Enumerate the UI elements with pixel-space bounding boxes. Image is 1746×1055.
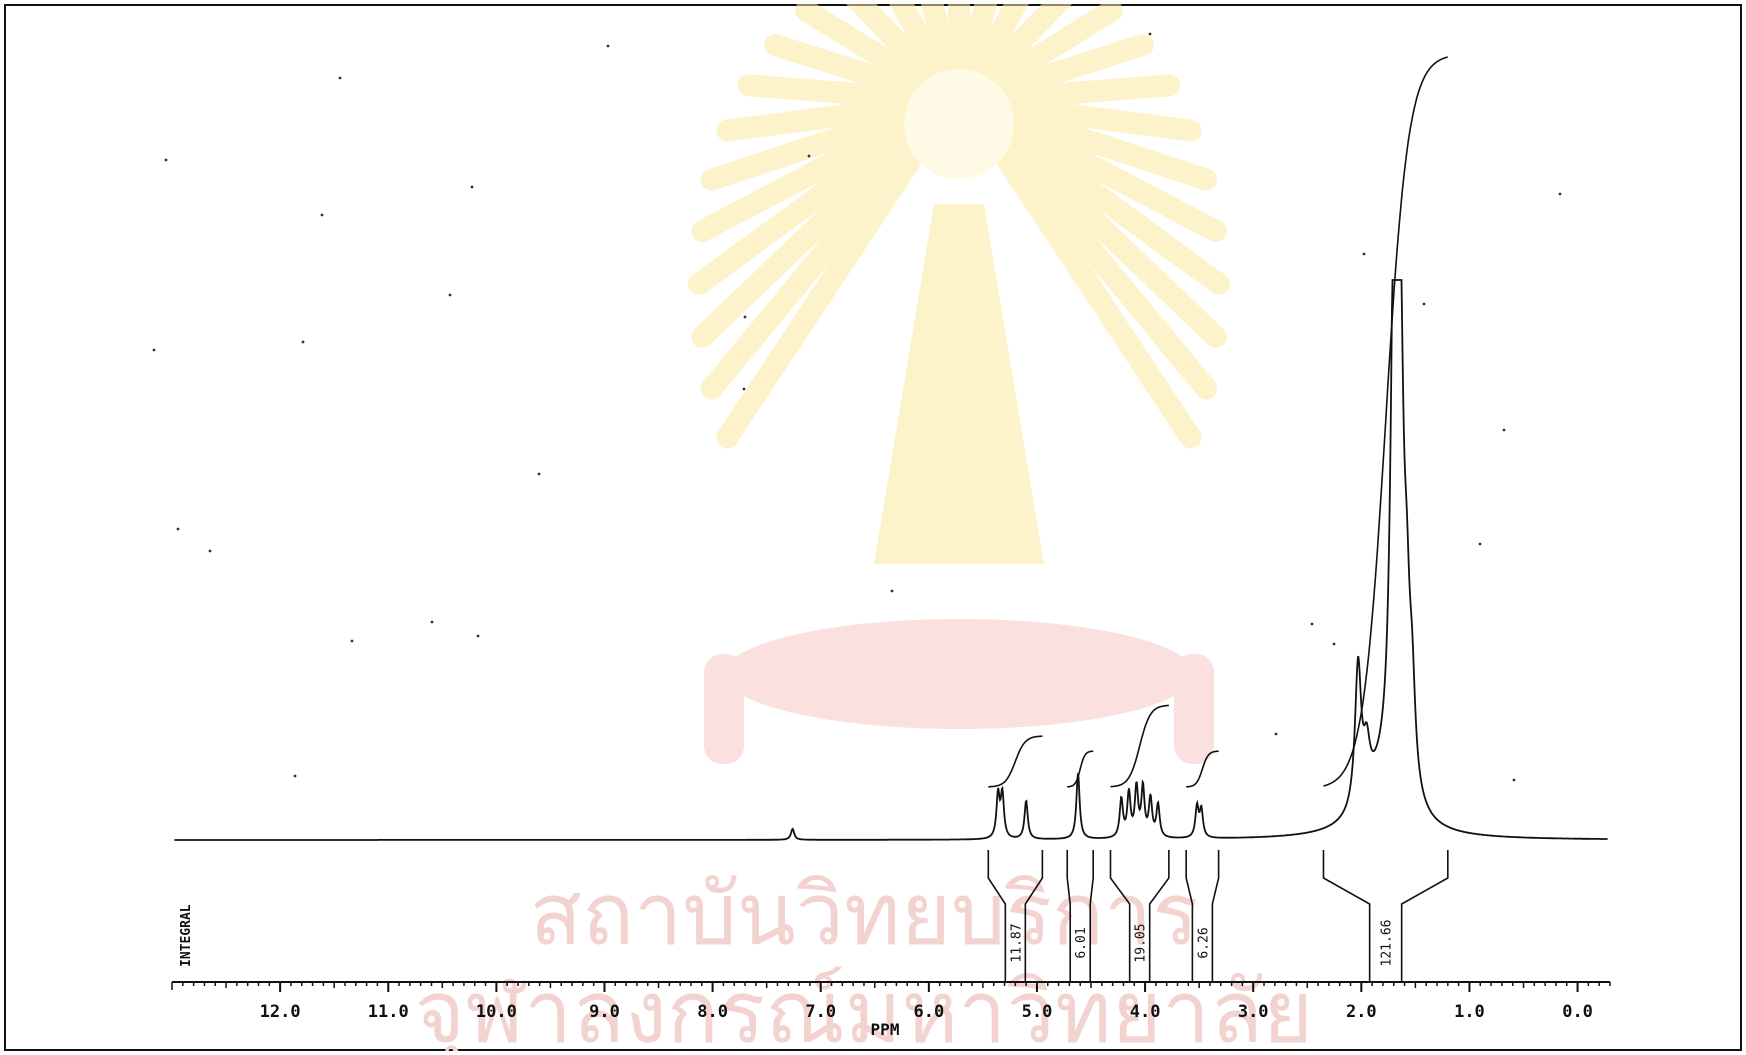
integral-bracket bbox=[1109, 850, 1170, 982]
print-speck bbox=[1502, 428, 1506, 432]
integral-bracket bbox=[1322, 850, 1449, 982]
x-tick-label: 11.0 bbox=[368, 1002, 409, 1022]
integral-value-label: 6.01 bbox=[1074, 927, 1089, 958]
x-tick-label: 8.0 bbox=[697, 1002, 728, 1022]
integral-value-label: 11.87 bbox=[1009, 923, 1024, 962]
print-speck bbox=[1362, 252, 1366, 256]
print-speck bbox=[176, 527, 180, 531]
x-tick-label: 5.0 bbox=[1022, 1002, 1053, 1022]
x-tick-label: 9.0 bbox=[589, 1002, 620, 1022]
x-tick-label: 12.0 bbox=[260, 1002, 301, 1022]
print-speck bbox=[743, 315, 747, 319]
integral-curve bbox=[1067, 750, 1094, 788]
spectrum-frame: สถาบันวิทยบริการ จุฬาลงกรณ์มหาวิทยาลัย 1… bbox=[4, 0, 1742, 1055]
integral-curve bbox=[1110, 704, 1169, 788]
print-speck bbox=[208, 549, 212, 553]
watermark-text-line1: สถาบันวิทยบริการ bbox=[530, 865, 1199, 965]
x-tick-label: 2.0 bbox=[1346, 1002, 1377, 1022]
integral-curve bbox=[1323, 56, 1449, 787]
print-speck bbox=[1558, 192, 1562, 196]
print-speck bbox=[807, 154, 811, 158]
plot-area: 12.0 11.0 10.0 9.0 8.0 7.0 6.0 5.0 4.0 3.0 2.0 1.0 0… bbox=[152, 32, 1611, 1022]
print-speck bbox=[1478, 542, 1482, 546]
print-speck bbox=[1274, 732, 1278, 736]
print-speck bbox=[1148, 32, 1152, 36]
integral-bracket bbox=[1185, 850, 1220, 982]
x-tick-label: 1.0 bbox=[1454, 1002, 1485, 1022]
print-speck bbox=[606, 44, 610, 48]
integral-axis-title: INTEGRAL bbox=[179, 904, 194, 967]
print-speck bbox=[537, 472, 541, 476]
integral-curve bbox=[1186, 750, 1219, 788]
print-speck bbox=[1422, 302, 1426, 306]
print-speck bbox=[164, 158, 168, 162]
print-speck bbox=[448, 293, 452, 297]
x-tick-label: 10.0 bbox=[476, 1002, 517, 1022]
print-speck bbox=[1512, 778, 1516, 782]
x-tick-label: 4.0 bbox=[1130, 1002, 1161, 1022]
x-tick-label: 7.0 bbox=[805, 1002, 836, 1022]
print-speck bbox=[338, 76, 342, 80]
integral-value-label: 19.05 bbox=[1134, 923, 1149, 962]
x-tick-label: 3.0 bbox=[1238, 1002, 1269, 1022]
integral-bracket bbox=[1066, 850, 1094, 982]
watermark-emblem-icon bbox=[688, 0, 1230, 764]
print-speck bbox=[152, 348, 156, 352]
print-speck bbox=[293, 774, 297, 778]
print-speck bbox=[476, 634, 480, 638]
print-speck bbox=[301, 340, 305, 344]
print-speck bbox=[320, 213, 324, 217]
nmr-spectrum-chart: สถาบันวิทยบริการ จุฬาลงกรณ์มหาวิทยาลัย 1… bbox=[4, 0, 1742, 1055]
integral-value-label: 121.66 bbox=[1380, 920, 1395, 967]
print-speck bbox=[742, 387, 746, 391]
x-axis-title: PPM bbox=[871, 1020, 900, 1039]
integral-curve bbox=[988, 735, 1043, 788]
print-speck bbox=[350, 639, 354, 643]
print-speck bbox=[470, 185, 474, 189]
spectrum-trace bbox=[174, 279, 1608, 841]
watermark-text-line2: จุฬาลงกรณ์มหาวิทยาลัย bbox=[415, 963, 1314, 1051]
print-speck bbox=[1310, 622, 1314, 626]
x-tick-label: 6.0 bbox=[913, 1002, 944, 1022]
print-speck bbox=[430, 620, 434, 624]
print-speck bbox=[1332, 642, 1336, 646]
integral-value-label: 6.26 bbox=[1196, 927, 1211, 958]
print-speck bbox=[890, 589, 894, 593]
integral-bracket bbox=[987, 850, 1044, 982]
x-tick-label: 0.0 bbox=[1562, 1002, 1593, 1022]
